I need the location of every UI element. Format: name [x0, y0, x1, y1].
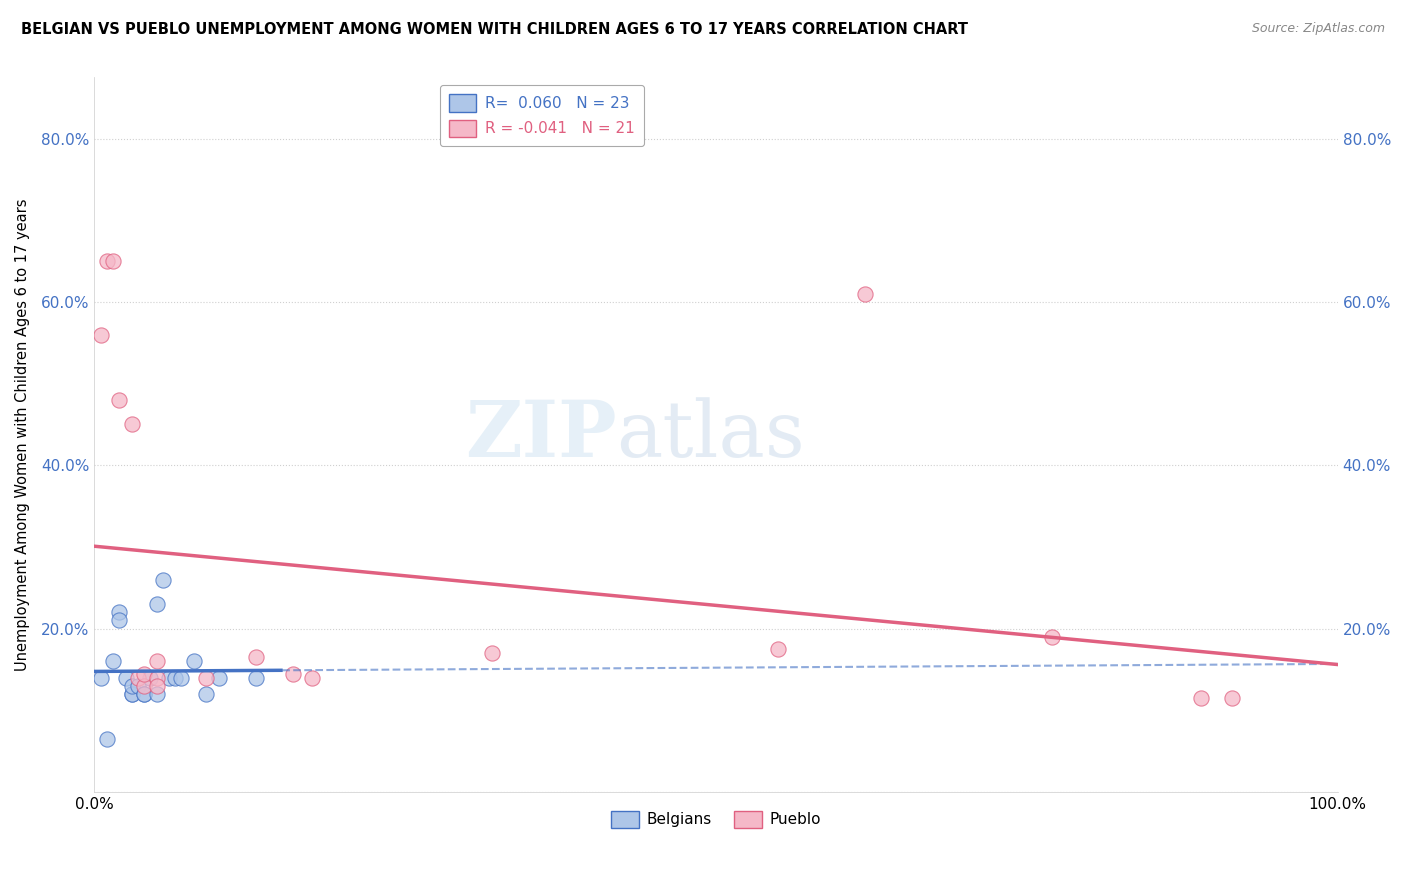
Point: [108, 614, 131, 628]
Point: [108, 605, 131, 619]
Point: [245, 650, 267, 665]
Point: [170, 671, 193, 685]
Point: [127, 679, 149, 693]
Point: [283, 666, 305, 681]
Text: atlas: atlas: [617, 397, 806, 473]
Point: [121, 687, 143, 701]
Point: [301, 671, 323, 685]
Point: [90, 327, 112, 342]
Point: [208, 671, 231, 685]
Point: [1040, 630, 1063, 644]
Point: [152, 573, 174, 587]
Point: [145, 654, 167, 668]
Point: [145, 597, 167, 611]
Point: [481, 646, 503, 660]
Point: [853, 286, 876, 301]
Point: [134, 679, 156, 693]
Point: [183, 654, 205, 668]
Point: [114, 671, 136, 685]
Point: [145, 679, 167, 693]
Point: [101, 254, 124, 268]
Point: [121, 679, 143, 693]
Text: ZIP: ZIP: [465, 397, 617, 473]
Point: [195, 671, 218, 685]
Point: [90, 671, 112, 685]
Point: [245, 671, 267, 685]
Y-axis label: Unemployment Among Women with Children Ages 6 to 17 years: Unemployment Among Women with Children A…: [15, 198, 30, 671]
Text: BELGIAN VS PUEBLO UNEMPLOYMENT AMONG WOMEN WITH CHILDREN AGES 6 TO 17 YEARS CORR: BELGIAN VS PUEBLO UNEMPLOYMENT AMONG WOM…: [21, 22, 969, 37]
Point: [96, 731, 118, 746]
Point: [96, 254, 118, 268]
Point: [134, 687, 156, 701]
Text: Source: ZipAtlas.com: Source: ZipAtlas.com: [1251, 22, 1385, 36]
Point: [766, 642, 789, 657]
Point: [157, 671, 180, 685]
Point: [134, 687, 156, 701]
Point: [139, 671, 162, 685]
Legend: Belgians, Pueblo: Belgians, Pueblo: [605, 805, 827, 834]
Point: [165, 671, 187, 685]
Point: [145, 687, 167, 701]
Point: [134, 666, 156, 681]
Point: [121, 417, 143, 432]
Point: [108, 392, 131, 407]
Point: [101, 654, 124, 668]
Point: [127, 671, 149, 685]
Point: [195, 687, 218, 701]
Point: [1189, 691, 1212, 706]
Point: [1220, 691, 1243, 706]
Point: [121, 687, 143, 701]
Point: [145, 671, 167, 685]
